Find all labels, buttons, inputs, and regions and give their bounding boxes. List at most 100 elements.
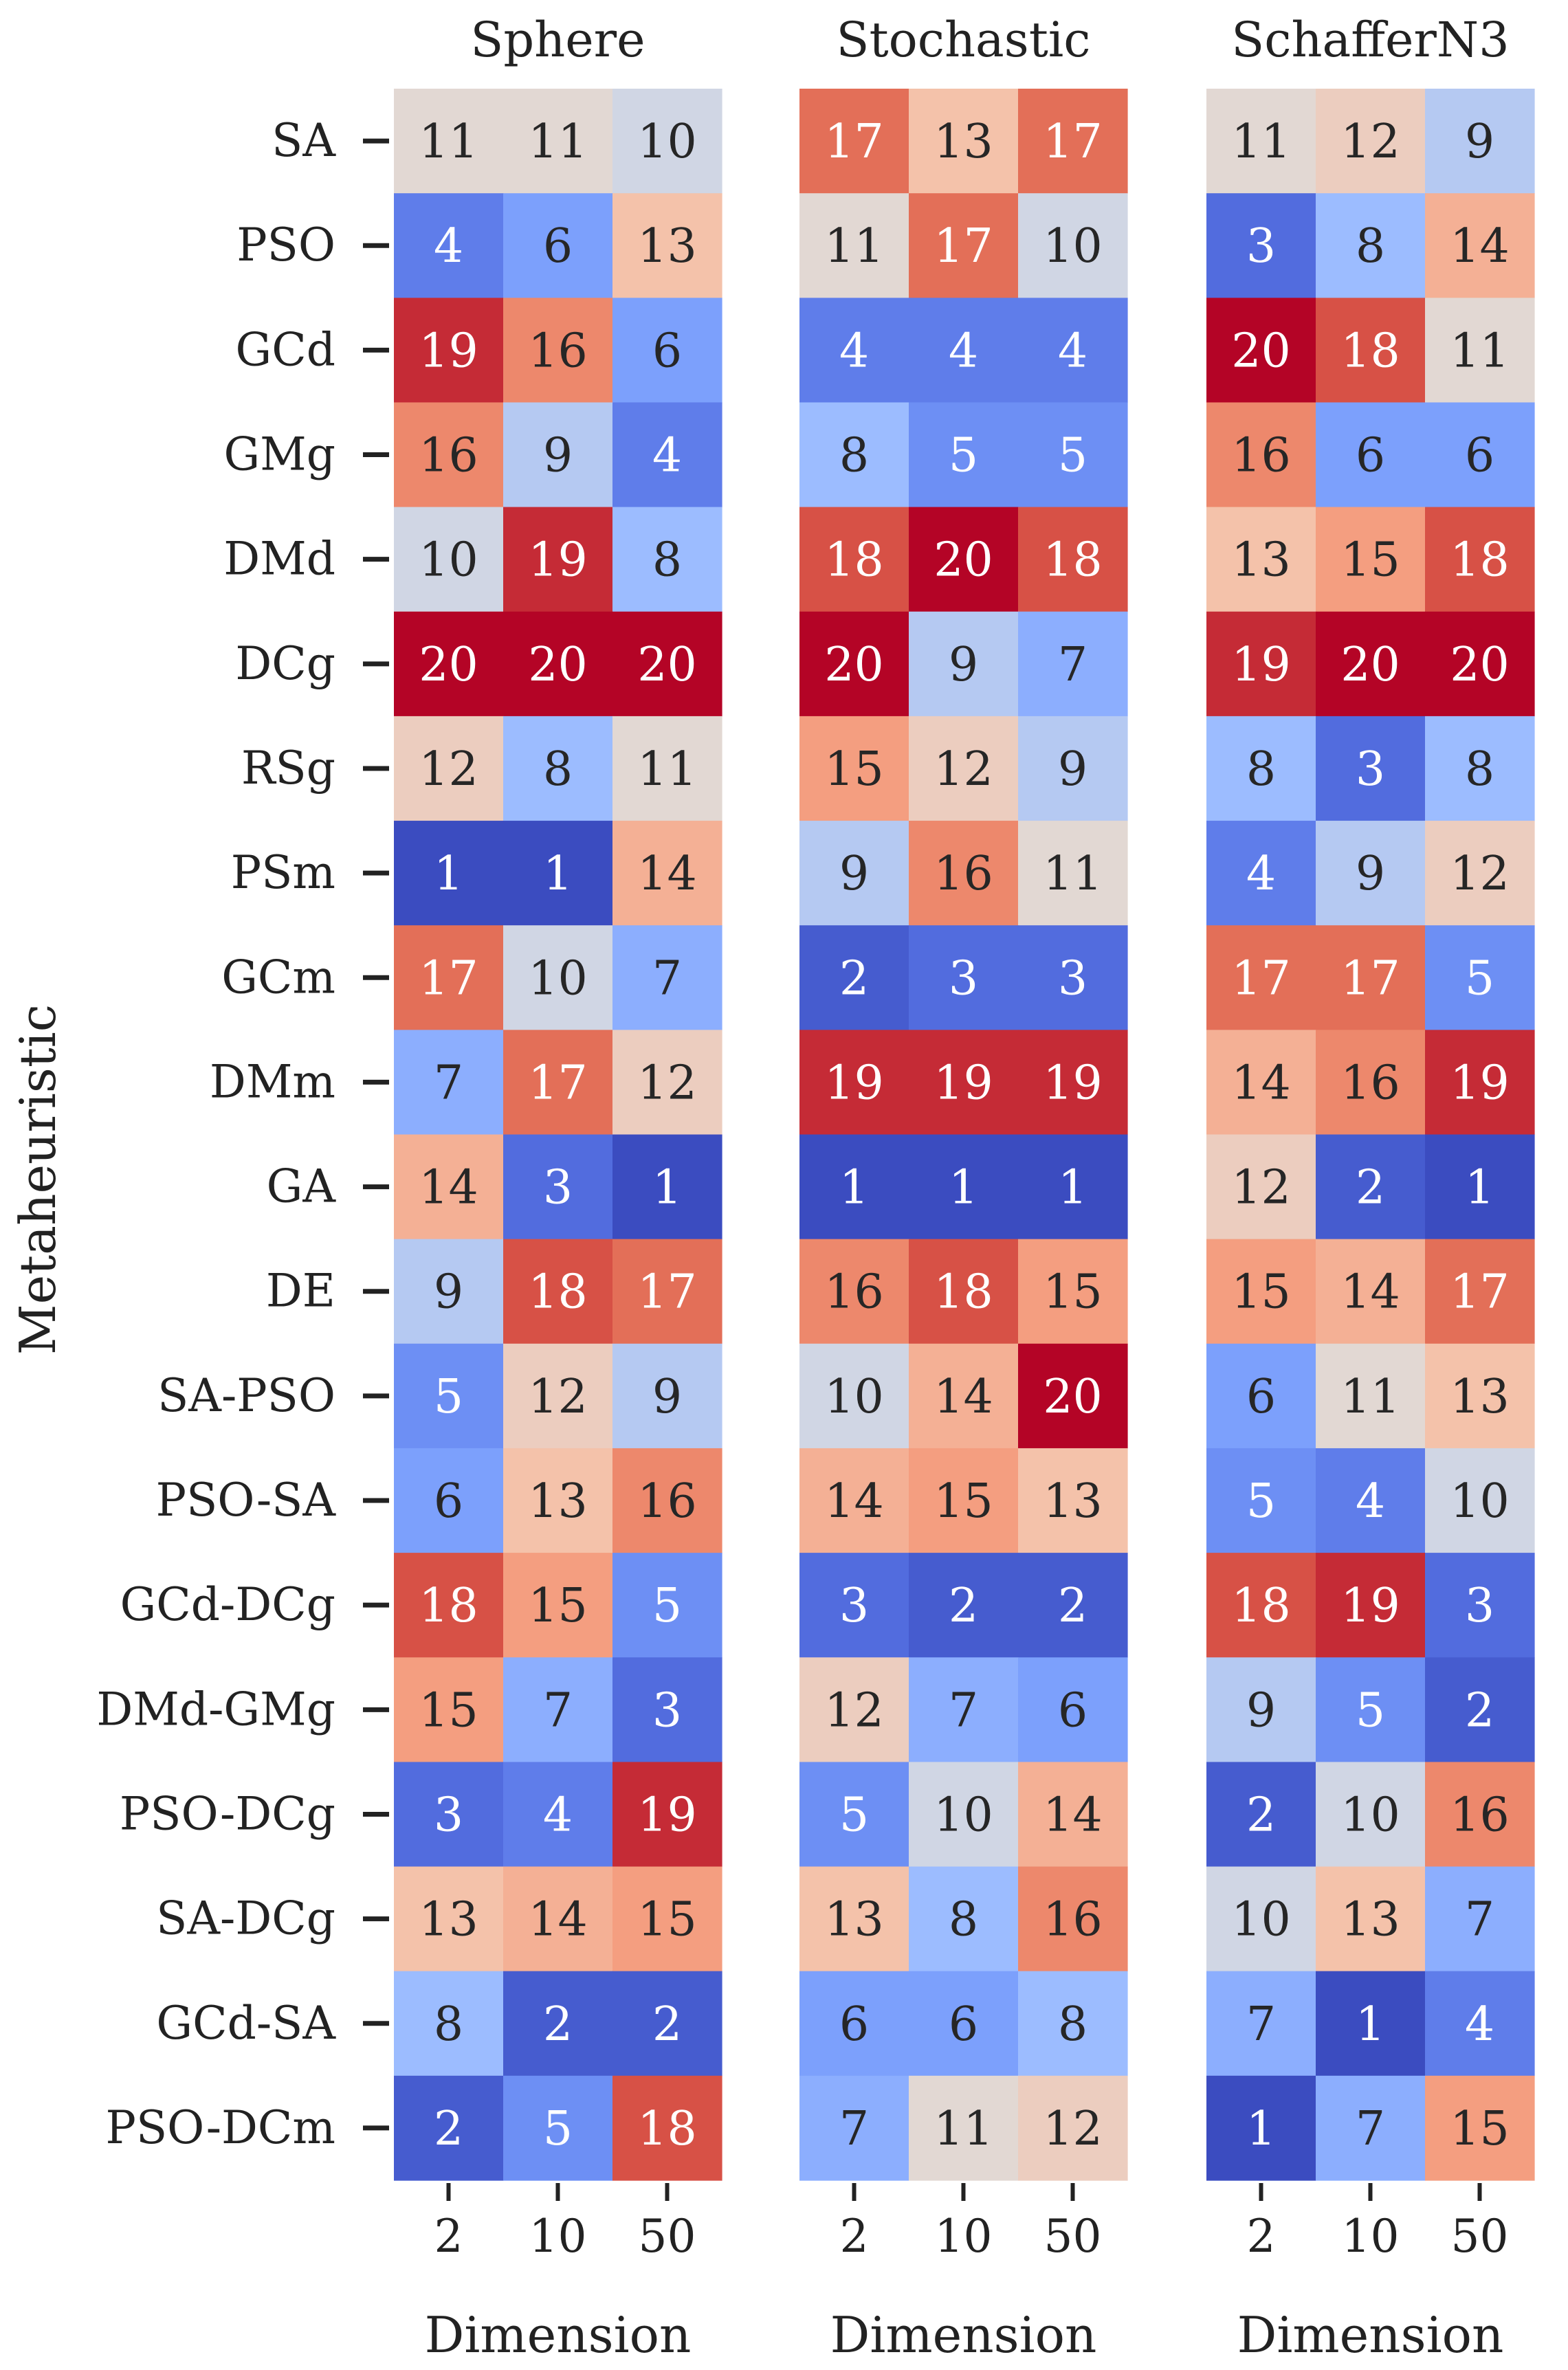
cell-value-label: 14 <box>637 847 697 901</box>
cell-value-label: 11 <box>1340 1370 1400 1424</box>
heatmap-cell <box>799 1134 909 1240</box>
heatmap-cell <box>1425 298 1535 403</box>
cell-value-label: 16 <box>1450 1788 1510 1842</box>
heatmap-cell <box>1425 1866 1535 1972</box>
heatmap-cell <box>503 298 613 403</box>
x-axis-label: Dimension <box>1237 2306 1504 2364</box>
heatmap-cell <box>612 1239 722 1344</box>
heatmap-cell <box>1316 1343 1426 1449</box>
heatmap-cell <box>909 1448 1019 1553</box>
heatmap-cell <box>1425 1971 1535 2076</box>
cell-value-label: 9 <box>1058 742 1087 797</box>
heatmap-cell <box>1206 193 1316 298</box>
cell-value-label: 6 <box>1465 429 1494 483</box>
cell-value-label: 17 <box>1231 951 1291 1006</box>
y-tick-label: GCd-SA <box>156 1997 336 2050</box>
heatmap-cell <box>909 89 1019 194</box>
heatmap-cell <box>503 611 613 717</box>
heatmap-cell <box>612 1971 722 2076</box>
y-tick-label: PSm <box>231 846 335 899</box>
cell-value-label: 9 <box>652 1370 682 1424</box>
heatmap-cell <box>1018 1553 1128 1658</box>
cell-value-label: 10 <box>1450 1474 1510 1529</box>
y-tick-label: DE <box>266 1265 335 1318</box>
heatmap-cell <box>1018 1343 1128 1449</box>
heatmap-cell <box>612 716 722 821</box>
cell-value-label: 15 <box>637 1893 697 1947</box>
cell-value-label: 15 <box>1231 1265 1291 1320</box>
heatmap-cell <box>1206 507 1316 612</box>
heatmap-cell <box>394 611 504 717</box>
cell-value-label: 1 <box>543 847 573 901</box>
cell-value-label: 16 <box>1043 1893 1103 1947</box>
heatmap-cell <box>1206 298 1316 403</box>
heatmap-cell <box>1316 821 1426 926</box>
cell-value-label: 10 <box>1231 1893 1291 1947</box>
heatmap-cell <box>1206 1971 1316 2076</box>
heatmap-cell <box>1206 821 1316 926</box>
y-tick-label: RSg <box>241 742 335 795</box>
cell-value-label: 2 <box>543 1997 573 2052</box>
cell-value-label: 2 <box>839 951 869 1006</box>
heatmap-cell <box>1206 1553 1316 1658</box>
heatmap-cell <box>612 2075 722 2181</box>
cell-value-label: 20 <box>1340 638 1400 692</box>
cell-value-label: 14 <box>1231 1056 1291 1110</box>
heatmap-cell <box>909 1030 1019 1136</box>
heatmap-cell <box>909 402 1019 508</box>
cell-value-label: 3 <box>949 951 978 1006</box>
heatmap-cell <box>503 1866 613 1972</box>
heatmap-cell <box>1316 925 1426 1030</box>
heatmap-cell <box>1316 1866 1426 1972</box>
cell-value-label: 6 <box>1356 429 1385 483</box>
heatmap-cell <box>612 1866 722 1972</box>
heatmap-cell <box>1425 1134 1535 1240</box>
heatmap-cell <box>1018 1134 1128 1240</box>
heatmap-cell <box>612 298 722 403</box>
heatmap-cell <box>503 1971 613 2076</box>
heatmap-cell <box>1206 716 1316 821</box>
cell-value-label: 10 <box>528 951 588 1006</box>
heatmap-cell <box>394 1030 504 1136</box>
heatmap-cell <box>1206 1239 1316 1344</box>
cell-value-label: 9 <box>434 1265 463 1320</box>
cell-value-label: 7 <box>1246 1997 1276 2052</box>
heatmap-cell <box>799 2075 909 2181</box>
cell-value-label: 11 <box>528 115 588 169</box>
cell-value-label: 19 <box>528 533 588 588</box>
heatmap-cell <box>503 1553 613 1658</box>
heatmap-cell <box>1425 716 1535 821</box>
heatmap-cell <box>503 1448 613 1553</box>
heatmap-cell <box>612 611 722 717</box>
cell-value-label: 13 <box>528 1474 588 1529</box>
cell-value-label: 2 <box>1356 1161 1385 1215</box>
cell-value-label: 4 <box>839 324 869 378</box>
cell-value-label: 13 <box>637 219 697 274</box>
heatmap-cell <box>909 2075 1019 2181</box>
cell-value-label: 16 <box>934 847 993 901</box>
heatmap-cell <box>909 1134 1019 1240</box>
cell-value-label: 17 <box>528 1056 588 1110</box>
cell-value-label: 5 <box>434 1370 463 1424</box>
heatmap-cell <box>612 193 722 298</box>
heatmap-cell <box>612 89 722 194</box>
heatmap-cell <box>1316 2075 1426 2181</box>
heatmap-cell <box>1316 1657 1426 1762</box>
heatmap-cell <box>1206 1343 1316 1449</box>
x-tick-label: 50 <box>639 2210 696 2263</box>
cell-value-label: 6 <box>434 1474 463 1529</box>
heatmap-cells <box>394 89 1535 2181</box>
cell-value-label: 12 <box>824 1683 884 1738</box>
cell-value-label: 9 <box>839 847 869 901</box>
heatmap-cell <box>1425 2075 1535 2181</box>
heatmap-cell <box>1206 1448 1316 1553</box>
heatmap-cell <box>394 2075 504 2181</box>
cell-value-label: 13 <box>1340 1893 1400 1947</box>
heatmap-cell <box>394 1866 504 1972</box>
cell-value-label: 6 <box>949 1997 978 2052</box>
cell-value-label: 8 <box>1465 742 1494 797</box>
heatmap-cell <box>1018 1866 1128 1972</box>
heatmap-cell <box>394 1448 504 1553</box>
heatmap-cell <box>1018 1762 1128 1868</box>
heatmap-cell <box>503 1657 613 1762</box>
